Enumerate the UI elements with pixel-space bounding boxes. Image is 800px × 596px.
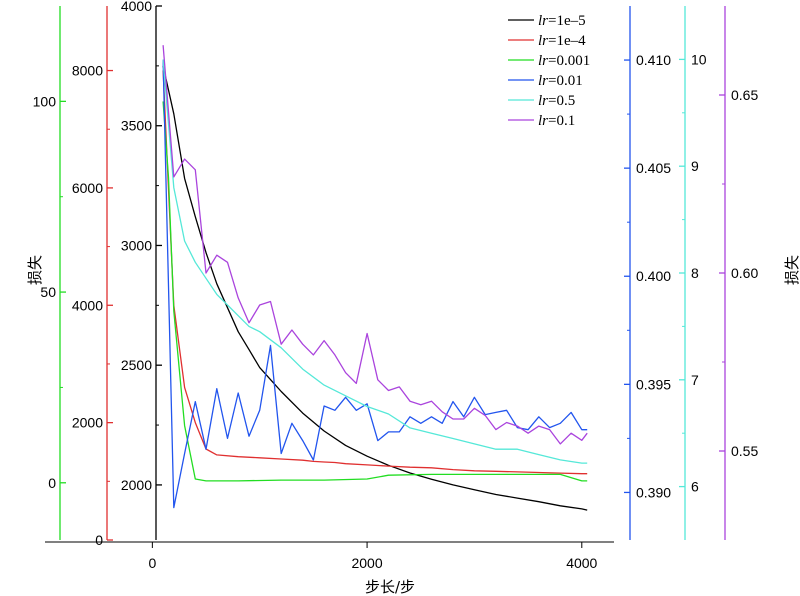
x-tick-label: 0 [148,555,156,571]
blue-tick-label: 0.410 [636,52,671,68]
legend-label: lr=0.1 [538,113,575,129]
red-tick-label: 4000 [72,297,103,313]
cyan-y-axis: 6 7 8 9 10 [679,6,707,540]
series-line-purple [162,45,588,445]
x-axis-title: 步长/步 [365,578,415,596]
black-tick-label: 3000 [121,237,152,253]
black-tick-label: 4000 [121,0,152,14]
red-tick-label: 6000 [72,180,103,196]
cyan-tick-label: 8 [691,265,699,281]
axes-layer: 0 2000 4000 0 50 100 0 2000 4000 6000 8000 2000 2500… [33,0,759,571]
legend-label: lr=0.5 [538,93,575,109]
legend-label: lr=0.001 [538,53,590,69]
legend: lr=1e–5 lr=1e–4 lr=0.001 lr=0.01 lr=0.5 lr=0.… [508,13,590,129]
black-tick-label: 2500 [121,357,152,373]
cyan-tick-label: 10 [691,51,707,67]
red-tick-label: 0 [95,532,103,548]
green-y-axis: 0 50 100 [33,6,66,540]
series-layer [162,45,588,511]
cyan-tick-label: 6 [691,479,699,495]
blue-tick-label: 0.390 [636,484,671,500]
legend-label: lr=1e–4 [538,33,586,49]
blue-tick-label: 0.405 [636,160,671,176]
blue-tick-label: 0.400 [636,268,671,284]
green-tick-label: 0 [48,475,56,491]
red-y-axis: 0 2000 4000 6000 8000 [72,6,113,548]
green-tick-label: 50 [40,284,56,300]
series-line-cyan [162,59,588,464]
series-line-black [162,65,588,511]
x-tick-label: 4000 [566,555,597,571]
red-tick-label: 2000 [72,415,103,431]
cyan-tick-label: 7 [691,372,699,388]
blue-y-axis: 0.390 0.395 0.400 0.405 0.410 [624,6,671,540]
black-tick-label: 3500 [121,118,152,134]
x-tick-label: 2000 [351,555,382,571]
purple-tick-label: 0.55 [731,443,758,459]
black-y-axis: 2000 2500 3000 3500 4000 [121,0,162,540]
series-line-red [162,70,588,475]
blue-tick-label: 0.395 [636,376,671,392]
purple-tick-label: 0.60 [731,265,758,281]
series-line-blue [162,59,588,509]
y-axis-title-left: 损失 [26,255,44,285]
legend-label: lr=1e–5 [538,13,586,29]
red-tick-label: 8000 [72,63,103,79]
purple-tick-label: 0.65 [731,87,758,103]
purple-y-axis: 0.55 0.60 0.65 [719,6,758,540]
series-line-green [162,101,588,482]
black-tick-label: 2000 [121,477,152,493]
legend-label: lr=0.01 [538,73,583,89]
cyan-tick-label: 9 [691,158,699,174]
green-tick-label: 100 [33,93,57,109]
y-axis-title-right: 损失 [783,255,800,285]
